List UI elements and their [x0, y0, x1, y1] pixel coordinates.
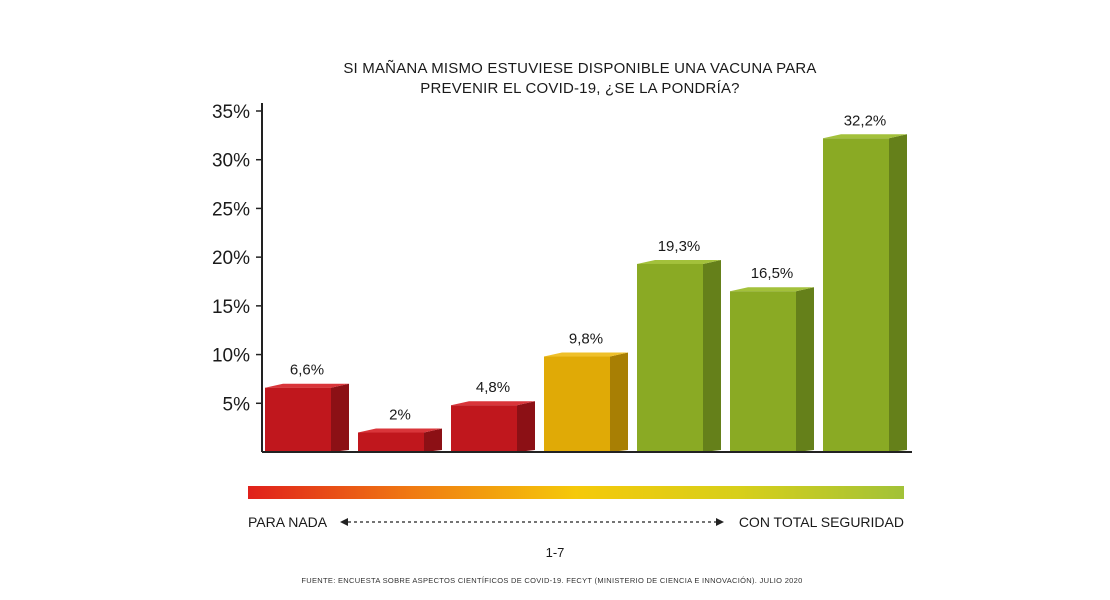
bar-data-label: 4,8% [476, 379, 510, 396]
bar-side [424, 428, 442, 452]
y-tick-label: 35% [212, 102, 250, 123]
y-tick-label: 30% [212, 151, 250, 172]
bar-data-label: 9,8% [569, 331, 603, 348]
bar-chart: 5% 10% 15% 20% 25% 30% 35% 6,6% 2% 4,8% 9,8% 19,3% 1… [212, 102, 912, 453]
bar-front [358, 432, 424, 452]
bar-data-label: 32,2% [844, 112, 887, 129]
scale-arrow-icon [340, 518, 724, 526]
bar-front [265, 387, 331, 452]
bar-data-label: 6,6% [290, 362, 324, 379]
bar-front [730, 291, 796, 452]
bar-side [610, 352, 628, 452]
bar-front [451, 405, 517, 452]
bar-top [730, 287, 814, 292]
bar [544, 352, 628, 452]
scale-right-label: CON TOTAL SEGURIDAD [738, 514, 904, 530]
bar [265, 383, 349, 452]
bar-data-label: 16,5% [751, 265, 794, 282]
chart-title-line-1: SI MAÑANA MISMO ESTUVIESE DISPONIBLE UNA… [343, 60, 817, 77]
y-tick-label: 20% [212, 248, 250, 269]
y-tick-label: 15% [212, 297, 250, 318]
scale-range-text: 1-7 [545, 545, 565, 560]
bar-top [451, 401, 535, 406]
scale-left-label: PARA NADA [248, 514, 328, 530]
bar-top [265, 383, 349, 388]
bar-side [796, 287, 814, 452]
y-tick-label: 10% [212, 346, 250, 367]
bar [823, 134, 907, 452]
bar-top [544, 352, 628, 357]
bar [358, 428, 442, 452]
y-tick-label: 5% [223, 394, 251, 415]
bar-front [544, 356, 610, 452]
bar-side [331, 383, 349, 452]
scale-gradient-bar [248, 486, 904, 499]
bar-side [889, 134, 907, 452]
bar-front [637, 263, 703, 452]
bar-side [703, 259, 721, 452]
scale-range-label: 1-7 [0, 545, 1110, 560]
y-tick-label: 25% [212, 199, 250, 220]
bar-top [637, 259, 721, 264]
bar [637, 259, 721, 452]
bar-side [517, 401, 535, 452]
bar-top [358, 428, 442, 433]
bar-top [823, 134, 907, 139]
bar-data-label: 2% [389, 407, 411, 424]
bar [451, 401, 535, 452]
source-note: FUENTE: ENCUESTA SOBRE ASPECTOS CIENTÍFI… [301, 576, 803, 585]
bar-front [823, 138, 889, 452]
bar [730, 287, 814, 452]
bar-data-label: 19,3% [658, 238, 701, 255]
chart-title-line-2: PREVENIR EL COVID-19, ¿SE LA PONDRÍA? [420, 80, 740, 97]
